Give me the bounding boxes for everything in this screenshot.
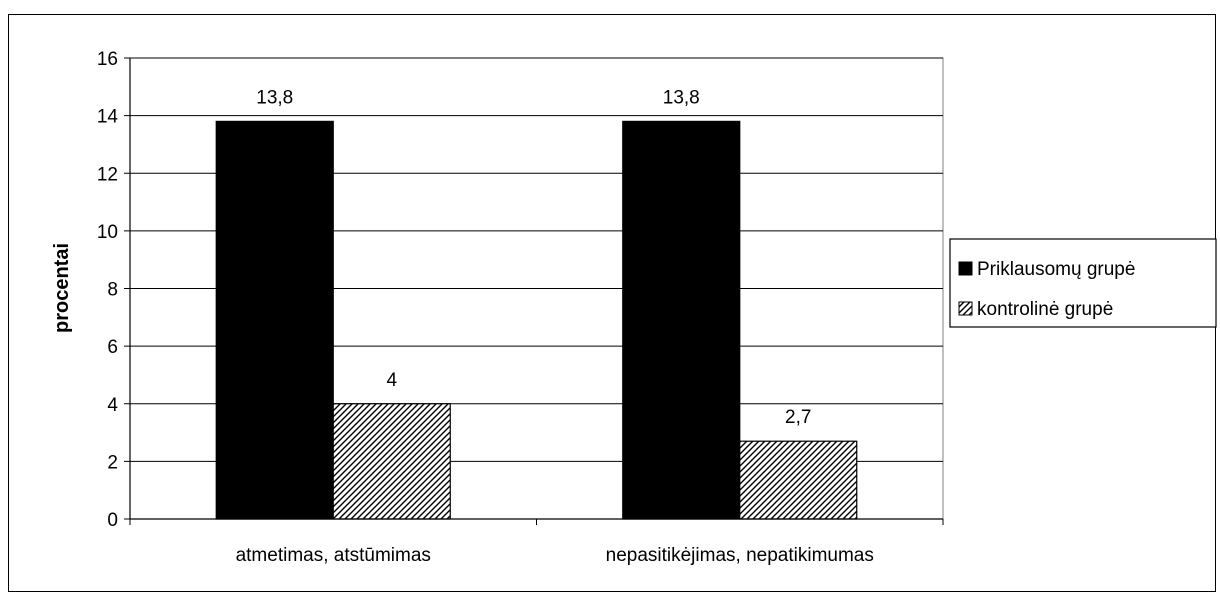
legend-label-series-2: kontrolinė grupė	[977, 299, 1113, 320]
y-tick-label: 0	[107, 510, 118, 531]
bar-series-1-2	[622, 120, 741, 520]
y-tick-label: 8	[107, 280, 118, 301]
y-tick-label: 12	[97, 164, 118, 185]
y-tick-label: 2	[107, 452, 118, 473]
legend-swatch-series-2	[958, 301, 973, 316]
y-tick-label: 14	[97, 107, 119, 128]
bar-series-2-1	[332, 403, 451, 520]
bar-series-1-1	[215, 120, 334, 520]
data-label: 13,8	[256, 87, 293, 108]
x-category-label: nepasitikėjimas, nepatikimumas	[606, 545, 874, 566]
y-tick-label: 4	[107, 395, 118, 416]
y-tick-label: 16	[97, 49, 118, 70]
data-label: 2,7	[785, 407, 811, 428]
data-label: 4	[386, 370, 397, 391]
legend-label-series-1: Priklausomų grupė	[977, 259, 1135, 280]
y-tick-label: 10	[97, 222, 118, 243]
legend: Priklausomų grupė kontrolinė grupė	[949, 238, 1217, 328]
bar-series-2-2	[739, 440, 858, 520]
legend-swatch-series-1	[958, 261, 973, 276]
legend-box	[949, 238, 1217, 328]
data-label: 13,8	[663, 87, 700, 108]
y-axis-title: procentai	[51, 243, 73, 333]
y-tick-label: 6	[107, 337, 118, 358]
x-category-label: atmetimas, atstūmimas	[236, 545, 431, 566]
